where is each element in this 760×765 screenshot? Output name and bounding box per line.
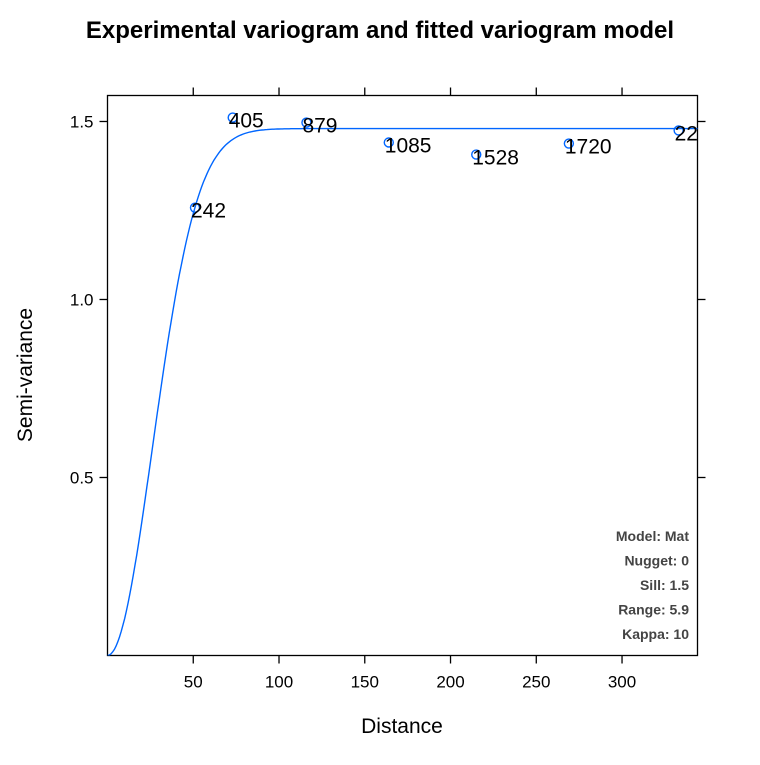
x-tick-label: 300 [608,673,636,692]
model-annotation: Kappa: 10 [622,626,689,642]
y-axis-label: Semi-variance [14,308,37,442]
plot-frame [106,94,699,657]
x-tick-label: 150 [351,673,379,692]
variogram-point [227,112,238,123]
fitted-model-line [107,127,698,656]
variogram-point [563,138,575,149]
x-tick-label: 250 [522,673,550,692]
point-count-label: 1528 [472,147,519,170]
variogram-point [673,125,684,136]
point-count-label: 879 [302,115,337,138]
point-count-label: 242 [191,200,226,223]
y-tick-label: 1.0 [70,290,94,309]
x-axis-label: Distance [361,715,443,738]
y-tick-label: 0.5 [70,468,94,487]
model-annotation: Model: Mat [616,528,689,544]
point-count-label: 405 [229,110,264,133]
x-tick-label: 50 [184,673,203,692]
variogram-point [471,149,482,160]
model-annotation: Range: 5.9 [618,602,689,618]
variogram-point [301,117,312,128]
x-tick-label: 100 [265,673,293,692]
model-annotation: Nugget: 0 [624,553,689,569]
point-count-label: 1085 [385,134,432,157]
variogram-point [383,137,394,148]
variogram-point [189,202,201,213]
point-count-label: 223 [675,122,710,145]
y-tick-label: 1.5 [70,112,94,131]
model-annotation: Sill: 1.5 [640,577,689,593]
x-tick-label: 200 [436,673,464,692]
chart-title: Experimental variogram and fitted variog… [86,17,674,44]
point-count-label: 1720 [565,136,612,159]
